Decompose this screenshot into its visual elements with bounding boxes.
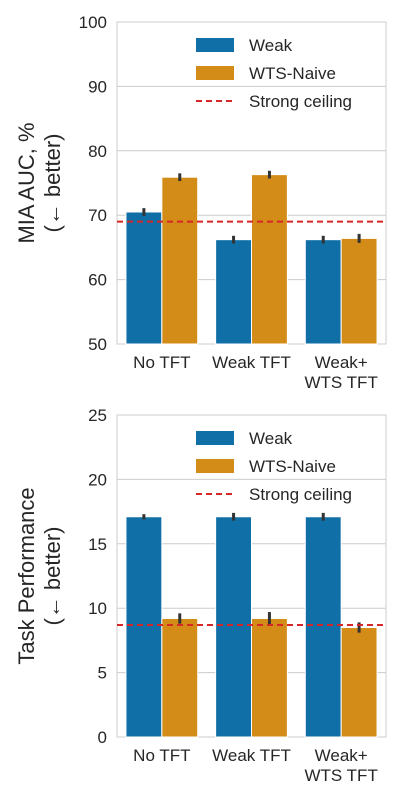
y-axis-label: MIA AUC, %(← better) [14,122,65,243]
y-axis-label-line: (← better) [40,133,65,232]
y-tick-label: 80 [88,142,107,161]
legend-label-wts-naive: WTS-Naive [249,457,336,476]
x-tick-label: No TFT [133,353,190,372]
y-tick-label: 70 [88,206,107,225]
bar-wts-naive [161,176,199,345]
legend-label-strong-ceiling: Strong ceiling [249,485,352,504]
x-tick-label: No TFT [133,746,190,765]
legend-swatch-wts-naive [196,459,234,473]
y-tick-label: 20 [88,470,107,489]
y-tick-label: 10 [88,599,107,618]
bar-weak [125,211,163,345]
legend-swatch-weak [196,38,234,52]
bar-weak [304,516,342,738]
bar-weak [215,239,252,345]
x-tick-label: Weak+ [315,746,368,765]
x-tick-label: WTS TFT [304,373,377,392]
x-tick-label: WTS TFT [304,766,377,785]
y-tick-label: 15 [88,535,107,554]
y-axis-label-line: Task Performance [14,487,39,664]
task-performance-panel: 0 5 10 15 20 25 No TFT Weak TFT Weak+WTS TFT Task… [14,406,387,785]
bar-wts-naive [340,627,378,738]
legend-label-strong-ceiling: Strong ceiling [249,92,352,111]
y-axis-label: Task Performance(← better) [14,487,65,664]
y-tick-label: 0 [98,728,107,747]
y-tick-label: 90 [88,77,107,96]
bar-wts-naive [161,618,199,738]
bar-wts-naive [340,237,378,345]
y-tick-label: 5 [98,664,107,683]
legend-label-weak: Weak [249,36,293,55]
x-tick-label: Weak+ [315,353,368,372]
bar-wts-naive [251,618,288,738]
y-tick-label: 60 [88,271,107,290]
y-tick-label: 50 [88,335,107,354]
y-axis-label-line: (← better) [40,526,65,625]
legend-label-wts-naive: WTS-Naive [249,64,336,83]
legend-label-weak: Weak [249,429,293,448]
y-tick-label: 100 [79,13,107,32]
x-tick-label: Weak TFT [212,746,291,765]
bar-weak [125,516,163,738]
bar-weak [304,239,342,345]
bar-weak [215,516,252,738]
mia-auc-panel: 50 60 70 80 90 100 No TFT Weak TFT Weak+WTS TFT M… [14,13,387,392]
legend-swatch-wts-naive [196,66,234,80]
bar-wts-naive [251,174,288,345]
legend-swatch-weak [196,431,234,445]
y-tick-label: 25 [88,406,107,425]
y-axis-label-line: MIA AUC, % [14,122,39,243]
x-tick-label: Weak TFT [212,353,291,372]
